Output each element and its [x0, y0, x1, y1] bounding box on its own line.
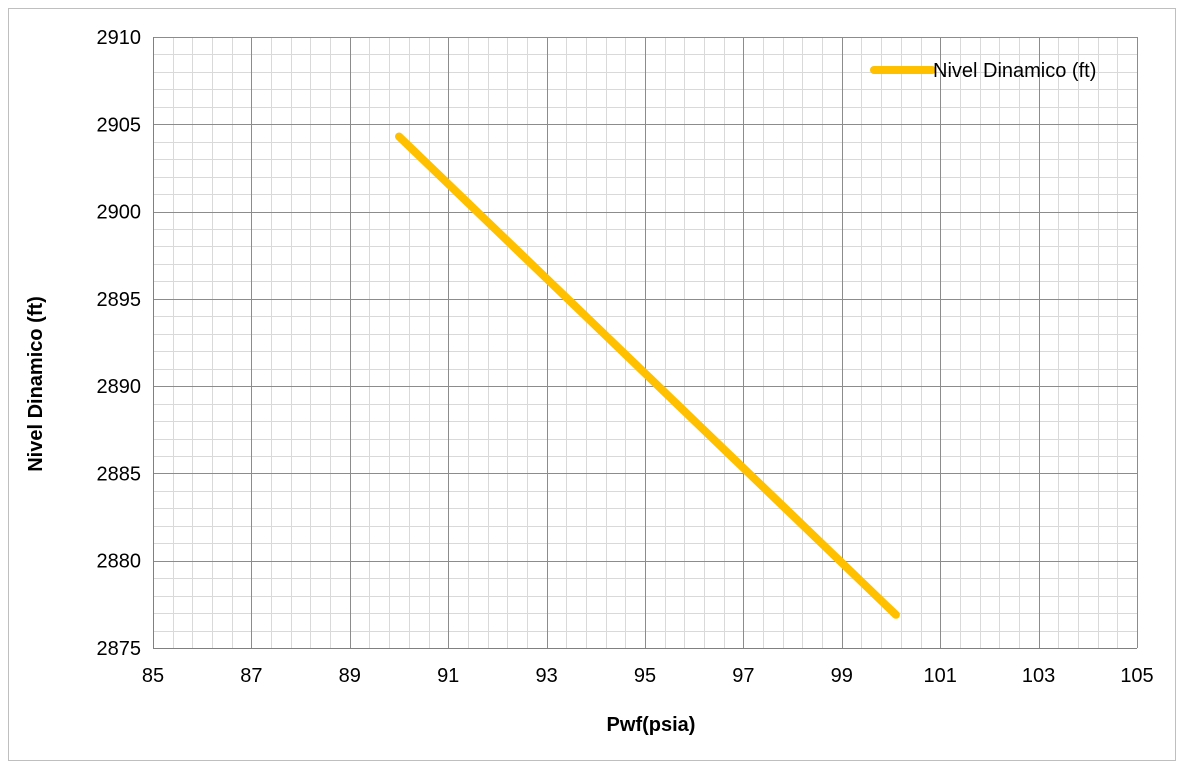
x-tick-label: 91	[437, 665, 459, 687]
x-tick-label: 85	[142, 665, 164, 687]
major-gridlines	[153, 37, 1138, 649]
legend-label: Nivel Dinamico (ft)	[933, 60, 1096, 82]
y-tick-label: 2880	[97, 551, 142, 573]
x-axis-tick-labels: 85 87 89 91 93 95 97 99 101 103 105	[142, 665, 1154, 687]
series-layer	[395, 132, 900, 619]
y-axis-title: Nivel Dinamico (ft)	[25, 296, 47, 472]
y-tick-label: 2905	[97, 114, 142, 136]
x-tick-label: 105	[1120, 665, 1153, 687]
x-tick-label: 97	[732, 665, 754, 687]
x-tick-label: 101	[924, 665, 957, 687]
x-tick-label: 95	[634, 665, 656, 687]
x-tick-label: 99	[831, 665, 853, 687]
x-axis-title: Pwf(psia)	[607, 714, 696, 736]
y-tick-label: 2910	[97, 27, 142, 49]
legend: Nivel Dinamico (ft)	[870, 60, 1096, 82]
y-tick-label: 2875	[97, 638, 142, 660]
x-tick-label: 103	[1022, 665, 1055, 687]
x-tick-label: 89	[339, 665, 361, 687]
y-tick-label: 2885	[97, 463, 142, 485]
y-axis-tick-labels: 2875 2880 2885 2890 2895 2900 2905 2910	[97, 27, 142, 660]
y-tick-label: 2900	[97, 202, 142, 224]
y-tick-label: 2895	[97, 289, 142, 311]
y-tick-label: 2890	[97, 376, 142, 398]
x-tick-label: 93	[535, 665, 557, 687]
chart-border	[8, 8, 1176, 761]
x-tick-label: 87	[240, 665, 262, 687]
series-line-0	[395, 132, 900, 619]
